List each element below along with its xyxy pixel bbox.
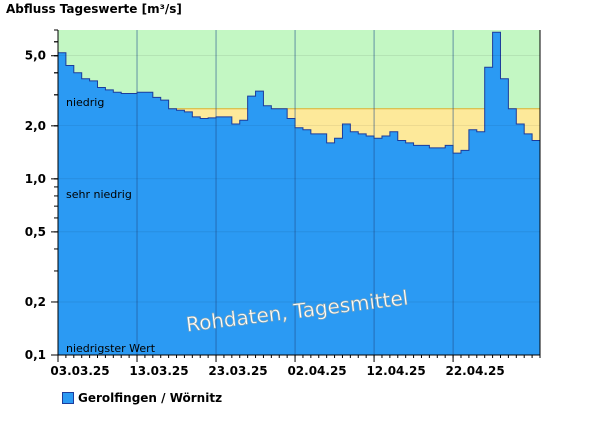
chart-title: Abfluss Tageswerte [m³/s] (6, 2, 182, 16)
legend-label: Gerolfingen / Wörnitz (78, 391, 223, 405)
band-label-2: sehr niedrig (66, 188, 132, 201)
x-tick-label-2: 23.03.25 (208, 364, 267, 378)
y-tick-label-0: 5,0 (25, 49, 46, 63)
legend: Gerolfingen / Wörnitz (62, 391, 222, 405)
y-tick-label-1: 2,0 (25, 119, 46, 133)
x-tick-label-3: 02.04.25 (287, 364, 346, 378)
x-tick-label-5: 22.04.25 (445, 364, 504, 378)
band-labels: niedrig sehr niedrig niedrigster Wert (66, 96, 156, 355)
x-tick-label-1: 13.03.25 (129, 364, 188, 378)
y-tick-label-2: 1,0 (25, 172, 46, 186)
legend-swatch (62, 392, 74, 404)
x-tick-labels: 03.03.25 13.03.25 23.03.25 02.04.25 12.04.25… (50, 355, 505, 378)
y-tick-label-4: 0,2 (25, 295, 46, 309)
x-tick-label-0: 03.03.25 (50, 364, 109, 378)
y-tick-labels: 5,0 2,0 1,0 0,5 0,2 0,1 (25, 49, 58, 362)
x-tick-label-4: 12.04.25 (366, 364, 425, 378)
axes (54, 29, 541, 358)
band-label-3: niedrigster Wert (66, 342, 156, 355)
band-label-1: niedrig (66, 96, 104, 109)
y-tick-label-5: 0,1 (25, 348, 46, 362)
y-tick-label-3: 0,5 (25, 225, 46, 239)
